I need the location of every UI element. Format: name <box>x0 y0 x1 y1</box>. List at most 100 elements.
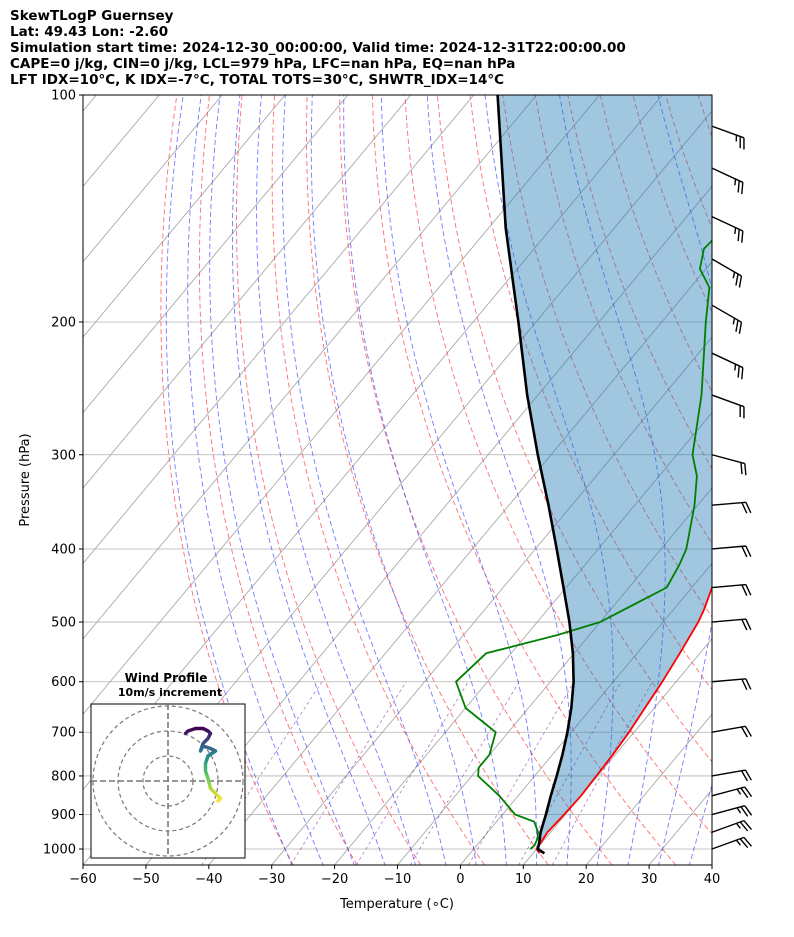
wind-barb <box>711 258 743 288</box>
barb-staff <box>711 545 746 550</box>
dry-adiabat <box>763 95 794 865</box>
barb-feather <box>740 787 749 799</box>
barb-half-feather <box>735 839 741 846</box>
x-tick-label: 30 <box>641 872 658 887</box>
chart-title: SkewTLogP Guernsey <box>10 8 174 24</box>
barb-half-feather <box>734 364 737 371</box>
dry-adiabat <box>339 95 613 865</box>
wind-barb <box>711 725 752 738</box>
dry-adiabat <box>198 95 358 865</box>
cin-area <box>497 95 712 854</box>
barb-staff <box>711 725 746 733</box>
hodograph-plot <box>91 704 245 858</box>
x-tick-label: 0 <box>456 872 464 887</box>
isotherm <box>397 487 712 865</box>
y-tick-label: 600 <box>51 675 76 690</box>
isotherm <box>522 638 712 865</box>
mixing-ratio-line <box>518 681 622 865</box>
barb-feather <box>744 463 747 476</box>
profile-lines <box>455 95 712 855</box>
isotherm <box>145 185 712 865</box>
dewpoint-line <box>455 239 712 850</box>
barb-feather <box>743 820 753 831</box>
time-line: Simulation start time: 2024-12-30_00:00:… <box>10 40 626 56</box>
barb-feather <box>745 501 752 514</box>
wind-barb <box>711 819 753 833</box>
wind-barb <box>711 805 753 817</box>
dry-adiabat <box>160 95 294 865</box>
barb-feather <box>744 725 752 737</box>
wind-barb <box>711 304 743 334</box>
barb-feather <box>737 365 740 378</box>
isotherm <box>83 95 537 640</box>
barb-half-feather <box>734 227 737 235</box>
barb-feather <box>741 678 748 691</box>
wind-barb <box>711 454 747 476</box>
barb-feather <box>745 618 752 630</box>
moist-adiabat <box>380 95 538 865</box>
moist-adiabat <box>209 95 355 865</box>
moist-adiabat <box>720 95 794 867</box>
barb-staff <box>711 678 746 683</box>
barb-staff <box>711 125 745 139</box>
wind-barb <box>711 786 753 799</box>
dry-adiabat <box>371 95 677 865</box>
y-tick-label: 1000 <box>43 843 76 858</box>
moist-adiabat <box>232 95 386 865</box>
barb-feather <box>741 619 748 631</box>
wind-barb <box>711 583 752 596</box>
barb-staff <box>711 258 742 277</box>
mixing-ratio-line <box>468 681 575 865</box>
barb-half-feather <box>735 822 741 829</box>
barb-half-feather <box>732 271 736 279</box>
moist-adiabat <box>310 95 477 865</box>
parcel-line <box>496 95 575 855</box>
cape-cin-fill <box>497 95 712 854</box>
barb-feather <box>741 182 744 195</box>
dry-adiabat <box>236 95 422 865</box>
x-tick-label: 10 <box>515 872 532 887</box>
hodograph-trace <box>183 726 223 803</box>
wind-barb <box>711 678 752 691</box>
barb-staff <box>711 786 746 797</box>
barb-staff <box>711 805 746 816</box>
barb-feather <box>741 584 748 596</box>
dry-adiabat <box>306 95 549 865</box>
y-tick-label: 300 <box>51 448 76 463</box>
x-tick-label: −20 <box>321 872 348 887</box>
temperature-line <box>535 584 712 854</box>
mixing-ratio-line <box>410 681 520 865</box>
wind-barb <box>711 216 744 243</box>
barb-feather <box>744 786 753 797</box>
barb-staff <box>711 454 746 465</box>
barb-feather <box>737 229 740 242</box>
barb-half-feather <box>736 788 742 795</box>
barb-feather <box>740 726 748 738</box>
barb-staff <box>711 836 745 850</box>
location-line: Lat: 49.43 Lon: -2.60 <box>10 24 169 40</box>
isotherm <box>334 411 712 865</box>
barb-feather <box>741 546 748 558</box>
barb-feather <box>735 273 739 286</box>
y-tick-label: 200 <box>51 315 76 330</box>
isotherm <box>83 95 475 565</box>
barb-feather <box>741 502 748 514</box>
barb-feather <box>738 275 743 288</box>
dry-adiabat <box>404 95 712 835</box>
wind-barb <box>711 545 752 558</box>
isotherm <box>585 713 712 865</box>
barb-staff <box>711 583 746 589</box>
mixing-ratio-line <box>290 681 407 865</box>
isotherm <box>83 95 412 489</box>
chart-header: SkewTLogP Guernsey Lat: 49.43 Lon: -2.60… <box>10 8 626 88</box>
moist-adiabat <box>559 95 666 865</box>
barb-feather <box>741 367 744 380</box>
barb-feather <box>741 230 744 243</box>
indices-line-2: LFT IDX=10°C, K IDX=-7°C, TOTAL TOTS=30°… <box>10 72 505 88</box>
isotherm <box>83 95 223 263</box>
isotherm <box>271 336 712 865</box>
hodograph-title: Wind Profile <box>125 671 208 685</box>
x-tick-label: 20 <box>578 872 595 887</box>
moist-adiabat <box>256 95 416 865</box>
